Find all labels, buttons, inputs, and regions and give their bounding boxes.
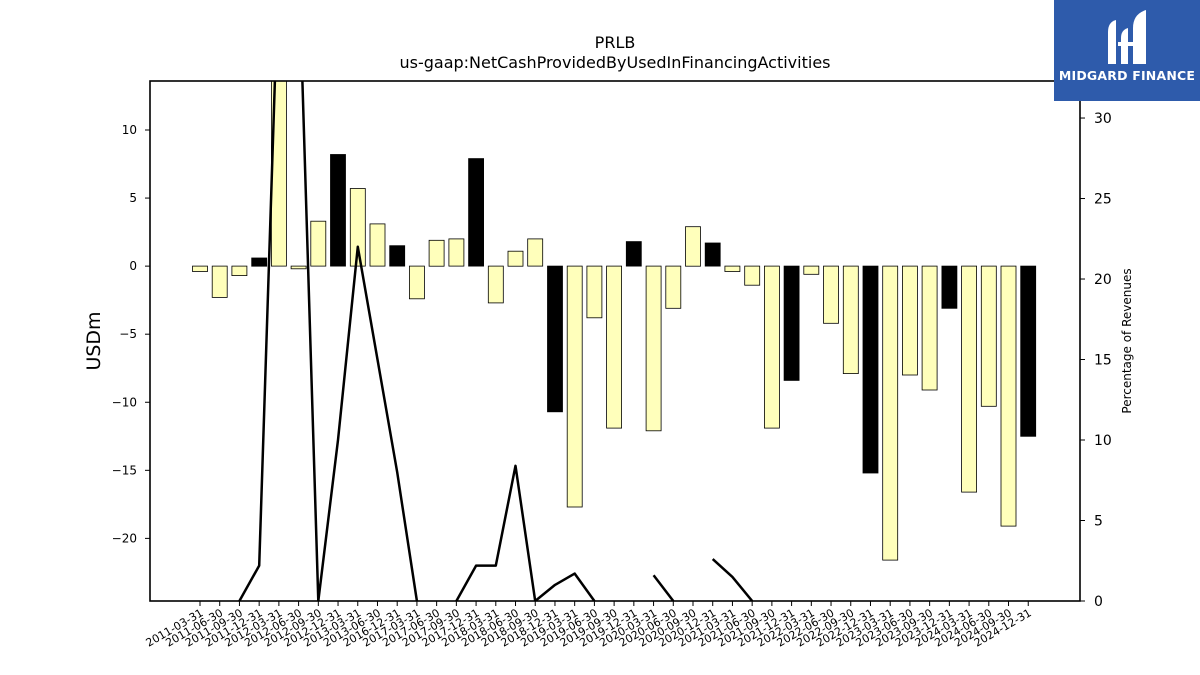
y-tick-label: −5	[119, 327, 137, 341]
bar	[547, 265, 563, 413]
bar	[428, 239, 445, 267]
bar	[645, 265, 662, 432]
x-axis: 2011-03-312011-06-302011-09-302011-12-31…	[144, 601, 1034, 650]
y2-tick-label: 10	[1094, 433, 1112, 449]
bar	[665, 265, 682, 309]
y2-tick-label: 20	[1094, 272, 1112, 288]
bar	[921, 265, 938, 391]
y-tick-label: −15	[112, 463, 137, 477]
right-axis: 0 5 10 15 20 25 30	[1080, 111, 1112, 610]
y-tick-label: −20	[112, 531, 137, 545]
bar	[1000, 265, 1017, 527]
bar	[487, 265, 504, 304]
plot-frame	[149, 80, 1081, 602]
bar	[704, 242, 721, 267]
bar	[310, 220, 327, 267]
bar	[606, 265, 622, 429]
bar	[803, 265, 820, 275]
bar	[468, 158, 485, 267]
bar	[251, 257, 268, 267]
chart-subtitle: us-gaap:NetCashProvidedByUsedInFinancing…	[399, 53, 830, 72]
y2-tick-label: 5	[1094, 514, 1103, 530]
y-tick-label: 10	[122, 123, 137, 137]
y-tick-label: 0	[129, 259, 137, 273]
bar	[783, 265, 800, 381]
bar	[211, 265, 228, 298]
bar	[941, 265, 958, 309]
logo-mark-icon	[1108, 10, 1146, 64]
revenue-percentage-line	[238, 81, 754, 601]
y2-tick-label: 30	[1094, 111, 1112, 127]
bar	[862, 265, 879, 474]
bar	[330, 154, 346, 267]
logo-text: MIDGARD FINANCE	[1058, 68, 1196, 83]
bar	[369, 223, 386, 267]
bar	[685, 226, 701, 267]
bar	[882, 265, 899, 561]
bar	[902, 265, 918, 376]
bar	[764, 265, 780, 429]
bar	[1020, 265, 1037, 437]
bar	[231, 265, 248, 277]
y2-tick-label: 0	[1094, 594, 1103, 610]
bar	[527, 238, 544, 267]
bars-layer	[192, 80, 1037, 561]
bar	[724, 265, 741, 272]
bar	[625, 241, 642, 267]
bar	[408, 265, 425, 300]
y2-tick-label: 15	[1094, 353, 1112, 369]
y2-tick-label: 25	[1094, 192, 1112, 208]
bar	[389, 245, 406, 267]
y-tick-label: −10	[112, 395, 137, 409]
bar	[290, 265, 307, 270]
y2-axis-label: Percentage of Revenues	[1120, 268, 1134, 413]
bar	[823, 265, 839, 324]
bar	[586, 265, 603, 319]
line-layer	[238, 81, 754, 601]
y-tick-label: 5	[129, 191, 137, 205]
bar	[448, 238, 465, 267]
bar	[349, 188, 366, 267]
bar	[192, 265, 208, 272]
bar	[566, 265, 583, 508]
bar	[980, 265, 997, 407]
chart-title: PRLB	[595, 33, 636, 52]
bar	[744, 265, 761, 286]
bar	[842, 265, 859, 375]
left-axis: −20 −15 −10 −5 0 5 10	[112, 123, 150, 545]
bar	[961, 265, 977, 493]
y-axis-label: USDm	[83, 311, 105, 370]
brand-logo: MIDGARD FINANCE	[1054, 0, 1200, 101]
bar	[507, 250, 524, 267]
